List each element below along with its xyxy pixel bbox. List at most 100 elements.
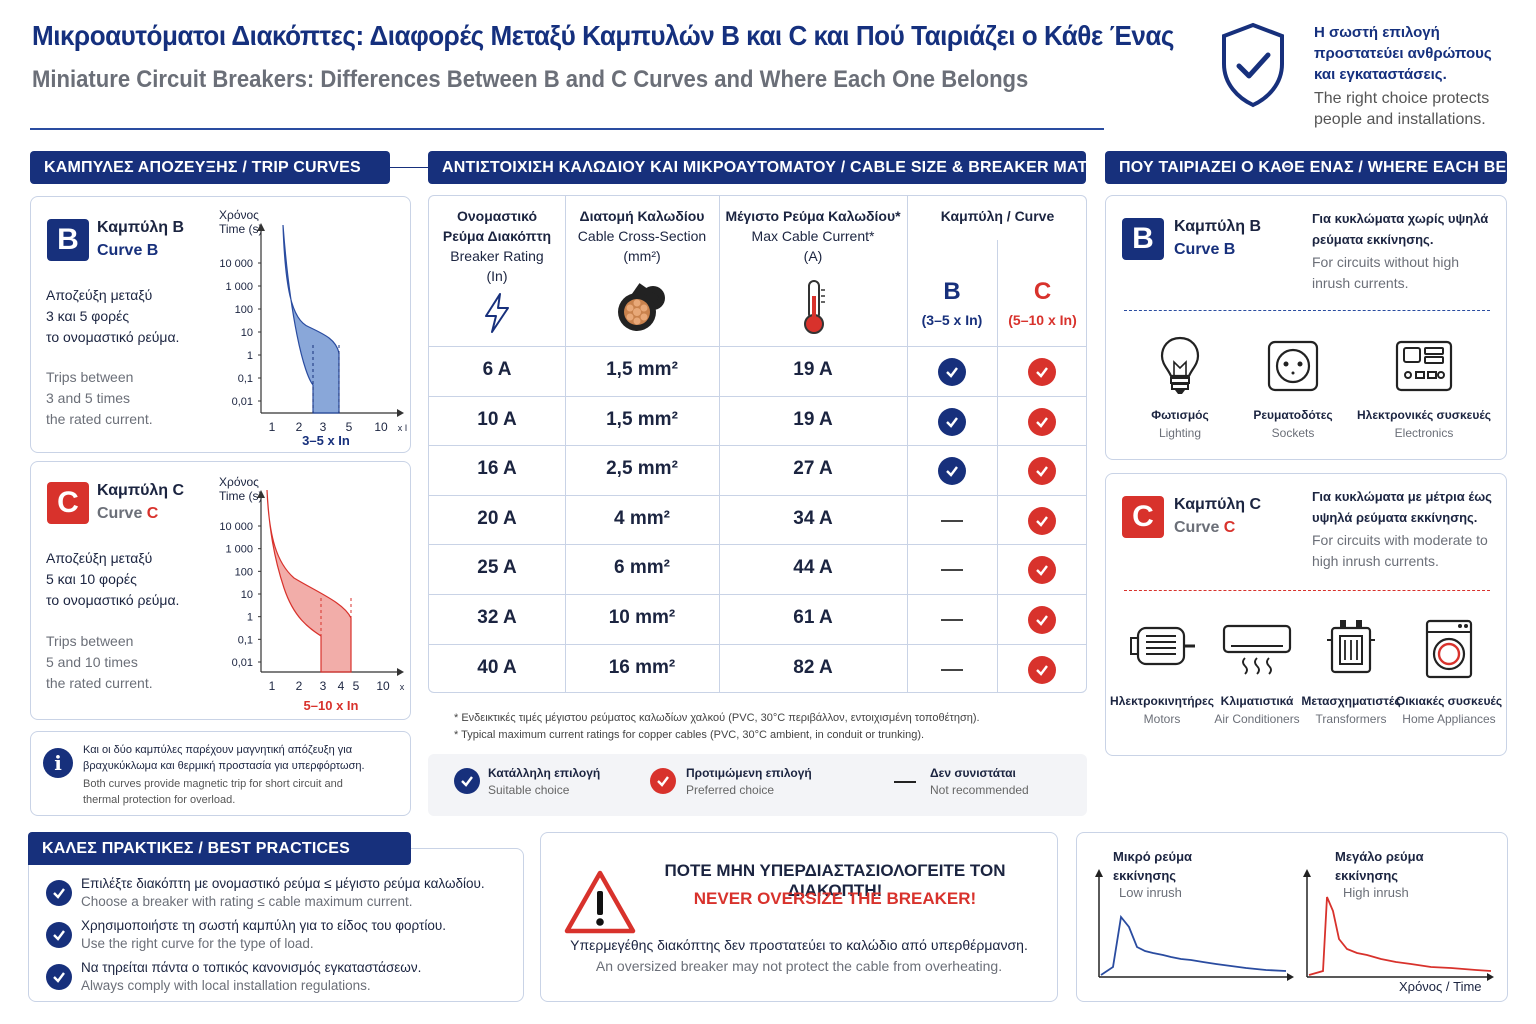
page-subtitle: Miniature Circuit Breakers: Differences … [32,66,1029,93]
thermometer-icon [804,280,825,334]
where-c-desc-gr: Για κυκλώματα με μέτρια έως υψηλά ρεύματ… [1312,489,1492,525]
table-cell: 61 A [793,607,833,628]
y-tick-label: 100 [235,304,253,316]
x-tick-label: 5 [353,679,360,693]
where-c-title-gr: Καμπύλη C [1174,496,1262,513]
check-icon [1028,358,1056,386]
curve-b-desc-en: Trips between 3 and 5 times the rated curr… [46,369,153,427]
x-tick-label: 3 [320,420,327,434]
where-b-card: B Καμπύλη B Curve B Για κυκλώματα χωρίς … [1105,195,1507,460]
washer-icon [1425,619,1473,679]
table-cell: 20 A [477,507,517,529]
header-section: Διατομή Καλωδίου Cable Cross-Section (mm… [577,208,707,264]
not-recommended-dash-icon [894,781,916,783]
page-title: Μικροαυτόματοι Διακόπτες: Διαφορές Μεταξ… [32,20,1174,51]
x-tick-label: 10 [374,420,388,434]
lightning-icon [485,293,509,333]
table-cell: 25 A [477,557,517,579]
table-row: 6 A 1,5 mm² 19 A [429,346,1086,396]
transformer-icon [1327,620,1375,674]
header-rating: Ονομαστικό Ρεύμα Διακόπτη Breaker Rating… [442,208,552,284]
table-row: 10 A 1,5 mm² 19 A [429,395,1086,446]
curve-b-desc-gr: Αποζεύξη μεταξύ 3 και 5 φορές το ονομαστικ… [46,287,180,345]
header-b: B [943,278,961,305]
header-c: C [1033,278,1052,305]
header-max: Μέγιστο Ρεύμα Καλωδίου* Max Cable Curren… [725,208,901,264]
where-band: ΠΟΥ ΤΑΙΡΙΑΖΕΙ Ο ΚΑΘΕ ΕΝΑΣ / WHERE EACH B… [1105,151,1536,184]
x-tick-label: 3 [320,679,327,693]
table-cell: 40 A [477,656,517,678]
axis-title-time-gr: Χρόνος [219,208,259,222]
header-curve: Καμπύλη / Curve [940,208,1055,224]
table-row: 32 A 10 mm² 61 A [429,594,1086,644]
table-cell: 4 mm² [614,507,670,529]
check-icon [1028,457,1056,486]
where-b-title-en: Curve B [1174,241,1236,258]
inrush-time-label: Χρόνος / Time [1399,979,1482,994]
inrush-card: Μικρό ρεύμα εκκίνησης Low inrush Μεγάλο ρ… [1076,832,1508,1002]
curve-c-band [266,489,352,673]
where-c-title-en: Curve C [1174,519,1236,536]
table-cell: 2,5 mm² [606,458,678,480]
curve-b-card: B Καμπύλη B Curve B Αποζεύξη μεταξύ 3 και… [30,196,411,453]
y-tick-label: 1 000 [225,544,253,556]
y-tick-label: 10 000 [219,521,253,533]
where-b-badge: B [1122,218,1164,260]
curve-c-chart: Χρόνος Time (s) 10 000 1 000 100 10 1 0,1 0,01… [219,475,407,713]
table-row: 40 A 16 mm² 82 A [429,643,1086,692]
y-tick-label: 100 [235,566,253,578]
y-tick-label: 0,01 [232,657,253,669]
protect-text-en: The right choice protects people and ins… [1314,90,1490,128]
legend: Κατάλληλη επιλογή Suitable choice Προτιμ… [428,754,1087,816]
table-cell: 27 A [793,458,833,480]
curve-b-range: 3–5 x In [302,433,350,448]
curve-c-title-gr: Καμπύλη C [97,482,185,499]
dash-icon [941,519,963,522]
axis-title-time-en: Time (s) [219,222,263,236]
dash-icon [941,569,963,572]
table-row: 20 A 4 mm² 34 A [429,494,1086,545]
use-case-label: Οικιακές συσκευές Home Appliances [1395,694,1503,726]
table-row: 16 A 2,5 mm² 27 A [429,445,1086,495]
y-tick-label: 10 [241,589,253,601]
x-unit-label: x In [398,423,407,433]
use-case-label: Φωτισμός Lighting [1151,408,1209,440]
check-icon [938,407,966,436]
bulb-icon [1160,336,1200,394]
y-tick-label: 10 000 [219,258,253,270]
y-tick-label: 0,1 [238,634,253,646]
header-divider [30,128,1104,130]
shield-check-icon [1222,22,1284,108]
electronics-icon [1395,340,1453,392]
info-icon: i [43,748,73,778]
preferred-check-icon [650,768,676,794]
table-cell: 44 A [793,557,833,579]
x-tick-label: 2 [296,420,303,434]
suitable-check-icon [454,768,480,794]
table-cell: 32 A [477,607,517,628]
best-practice-item: Να τηρείται πάντα ο τοπικός κανονισμός ε… [44,960,514,1000]
curve-c-desc-gr: Αποζεύξη μεταξύ 5 και 10 φορές το ονομαστι… [46,550,180,608]
warning-body-gr: Υπερμεγέθης διακόπτης δεν προστατεύει το… [570,937,1028,953]
cable-icon [618,283,665,331]
table-cell: 82 A [793,656,833,678]
check-icon [1028,655,1056,684]
where-c-badge: C [1122,496,1164,538]
x-tick-label: 1 [269,420,276,434]
warning-body-en: An oversized breaker may not protect the… [595,958,1003,974]
table-cell: 16 A [477,458,517,480]
svg-text:Time (s): Time (s) [219,489,263,503]
table-cell: 19 A [793,408,833,430]
check-icon [1028,407,1056,436]
legend-notrec-gr: Δεν συνιστάται [930,766,1016,780]
check-icon [1028,556,1056,585]
inrush-chart [1095,869,1494,981]
curve-b-chart: Χρόνος Time (s) 10 000 1 000 100 10 1 0,1 0,01… [219,208,407,448]
warning-triangle-icon [564,870,636,934]
check-icon [46,880,72,906]
table-cell: 10 A [477,408,517,430]
table-cell: 1,5 mm² [606,359,678,380]
where-c-card: C Καμπύλη C Curve C Για κυκλώματα με μέτ… [1105,473,1507,756]
dash-icon [941,619,963,621]
use-case-label: Κλιματιστικά Air Conditioners [1214,694,1300,726]
